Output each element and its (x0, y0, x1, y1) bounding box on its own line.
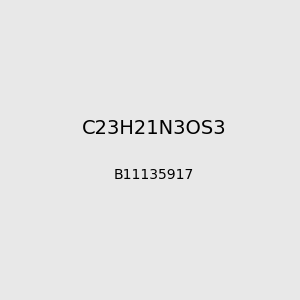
Text: C23H21N3OS3: C23H21N3OS3 (81, 119, 226, 138)
Text: B11135917: B11135917 (114, 168, 194, 182)
